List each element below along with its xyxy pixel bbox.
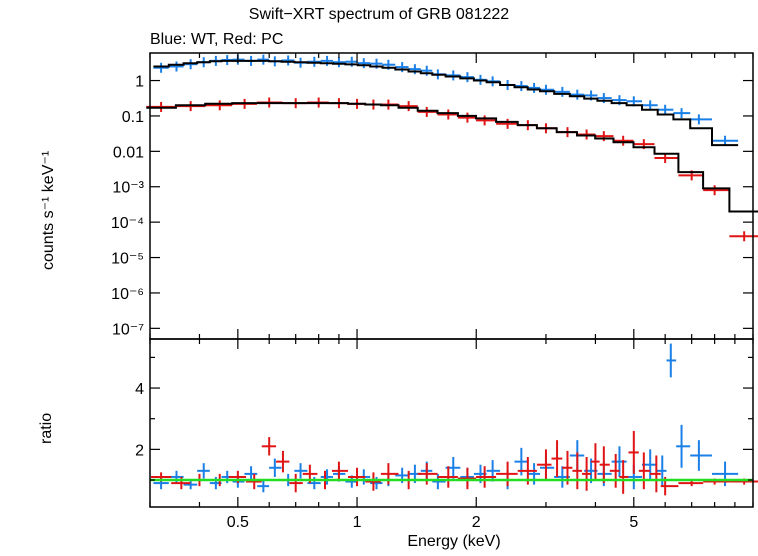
ratio-point	[347, 467, 366, 487]
spectrum-point	[168, 61, 184, 72]
spectrum-point	[332, 57, 346, 68]
ratio-point	[599, 446, 610, 484]
ratio-point	[572, 452, 582, 490]
spectrum-point	[257, 54, 270, 65]
x-tick-label: 1	[353, 514, 362, 531]
spectrum-point	[729, 231, 758, 242]
ratio-point	[619, 460, 629, 494]
ratio-point	[581, 457, 592, 491]
spectrum-point	[408, 64, 421, 75]
spectrum-point	[205, 100, 233, 111]
x-tick-label: 5	[629, 514, 638, 531]
ratio-point	[611, 446, 627, 477]
chart-title: Swift−XRT spectrum of GRB 081222	[248, 6, 510, 23]
x-tick-label: 2	[472, 514, 481, 531]
ratio-panel	[150, 343, 758, 496]
ratio-point	[551, 440, 563, 477]
spectrum-point	[673, 108, 691, 119]
ratio-point	[257, 480, 270, 493]
spectrum-point	[540, 84, 555, 95]
ratio-point	[486, 460, 501, 482]
ratio-y-tick-label: 2	[135, 442, 144, 459]
spectrum-y-tick-label: 10⁻⁷	[112, 321, 144, 338]
spectrum-point	[657, 104, 674, 115]
ratio-point	[536, 449, 552, 481]
spectrum-point	[711, 135, 739, 146]
ratio-point	[269, 458, 282, 477]
ratio-point	[609, 453, 620, 488]
ratio-y-tick-label: 4	[135, 381, 144, 398]
ratio-point	[476, 466, 497, 488]
spectrum-point	[357, 58, 371, 69]
spectrum-y-tick-label: 10⁻³	[112, 180, 144, 197]
ratio-point	[437, 466, 458, 488]
spectrum-point	[281, 55, 295, 66]
spectrum-point	[703, 185, 730, 196]
ratio-point	[638, 452, 651, 490]
spectrum-point	[437, 109, 458, 120]
ratio-point	[197, 463, 210, 479]
spectrum-frame	[149, 52, 754, 340]
spectrum-y-tick-label: 10⁻⁴	[111, 215, 144, 232]
ratio-point	[496, 461, 518, 487]
spectrum-point	[395, 62, 409, 73]
axes: 0.5 1 2 5 1 0.1 0.01 10⁻³ 10⁻⁴ 10⁻⁵ 10⁻⁶ 10⁻⁷ 2 4	[111, 52, 754, 531]
ratio-point	[246, 473, 262, 490]
spectrum-point	[460, 72, 474, 83]
spectrum-model-line	[153, 59, 739, 147]
spectrum-point	[445, 70, 461, 81]
spectrum-y-tick-label: 0.01	[113, 144, 144, 161]
spectrum-point	[417, 106, 438, 117]
ratio-point	[628, 430, 639, 474]
spectrum-point	[398, 101, 418, 112]
ratio-point	[676, 424, 691, 468]
ratio-point	[457, 467, 477, 490]
x-tick-label: 0.5	[227, 514, 249, 531]
ratio-frame	[149, 338, 754, 508]
ratio-point	[527, 463, 541, 485]
spectrum-point	[554, 86, 570, 97]
ratio-point	[666, 343, 677, 378]
chart-subtitle: Blue: WT, Red: PC	[150, 31, 284, 48]
spectrum-point	[183, 59, 198, 70]
spectrum-point	[595, 131, 614, 142]
ratio-point	[294, 463, 308, 479]
ratio-point	[690, 440, 712, 471]
spectrum-panel	[146, 54, 758, 242]
spectrum-point	[457, 112, 477, 123]
spectrum-point	[613, 135, 634, 146]
spectrum-y-tick-label: 10⁻⁵	[111, 251, 144, 268]
spectrum-point	[153, 62, 169, 73]
ratio-point	[591, 443, 600, 481]
ratio-point	[365, 472, 381, 491]
ratio-point	[380, 463, 399, 485]
spectrum-y-tick-label: 0.1	[122, 109, 144, 126]
ratio-point	[289, 473, 303, 493]
spectrum-point	[476, 115, 497, 126]
spectrum-y-tick-label: 1	[135, 74, 144, 91]
spectrum-point	[320, 55, 333, 66]
spectrum-point	[527, 82, 541, 93]
spectrum-point	[569, 89, 585, 100]
ratio-point	[183, 480, 198, 490]
ratio-point	[331, 461, 348, 481]
spectrum-point	[514, 81, 528, 92]
x-axis-label: Energy (keV)	[407, 533, 501, 550]
spectrum-model-line	[146, 102, 758, 213]
spectrum-point	[690, 114, 712, 125]
ratio-point	[650, 455, 661, 493]
spectrum-point	[496, 118, 518, 129]
ratio-point	[261, 437, 277, 456]
spectrum-y-tick-label: 10⁻⁶	[111, 286, 144, 303]
ratio-point	[276, 450, 290, 473]
ratio-point	[320, 469, 333, 485]
spectrum-point	[232, 54, 245, 65]
spectrum-point	[641, 100, 658, 111]
